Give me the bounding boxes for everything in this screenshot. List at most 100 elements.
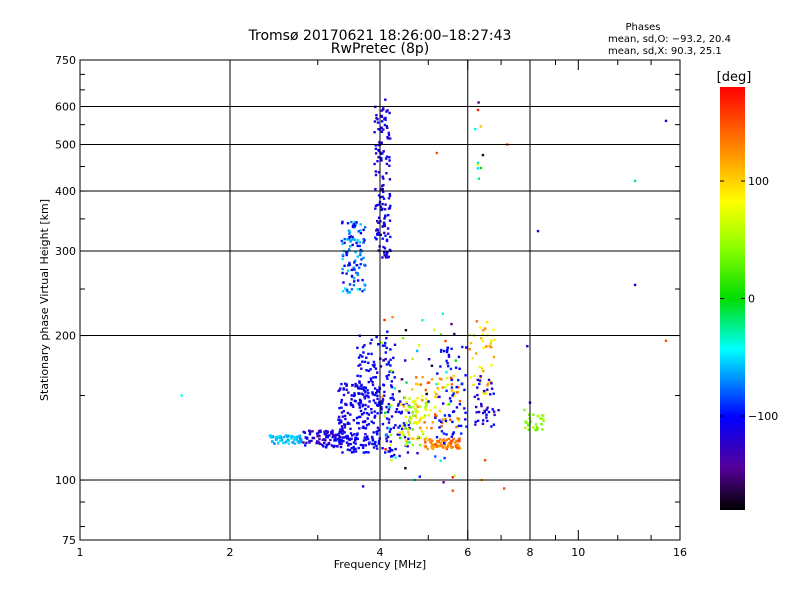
data-point bbox=[340, 239, 343, 243]
data-point bbox=[445, 438, 448, 441]
data-point bbox=[527, 428, 530, 431]
data-point bbox=[407, 437, 410, 441]
data-point bbox=[386, 410, 390, 414]
data-point bbox=[383, 415, 386, 418]
phase-stats: Phases mean, sd,O: −93.2, 20.4 mean, sd,… bbox=[608, 22, 731, 57]
data-point bbox=[373, 387, 377, 390]
data-point bbox=[379, 233, 382, 236]
data-point bbox=[393, 453, 396, 457]
data-point bbox=[383, 318, 386, 322]
data-point bbox=[332, 444, 336, 448]
data-point bbox=[486, 382, 490, 385]
data-point bbox=[447, 437, 451, 441]
data-point bbox=[427, 358, 431, 361]
data-point bbox=[464, 418, 467, 421]
data-point bbox=[369, 342, 372, 345]
data-point bbox=[373, 120, 377, 123]
data-point bbox=[404, 415, 407, 419]
data-point bbox=[411, 443, 414, 447]
data-point bbox=[453, 474, 457, 478]
data-point bbox=[633, 179, 637, 183]
data-point bbox=[380, 115, 384, 118]
data-point bbox=[273, 442, 276, 445]
data-point bbox=[352, 405, 355, 408]
data-point bbox=[373, 410, 376, 413]
data-point bbox=[349, 413, 352, 416]
data-point bbox=[381, 422, 385, 426]
data-point bbox=[417, 344, 421, 347]
data-point bbox=[421, 375, 424, 379]
data-point bbox=[328, 434, 331, 437]
data-point bbox=[445, 359, 448, 363]
data-point bbox=[401, 432, 404, 436]
data-point bbox=[375, 447, 379, 450]
data-point bbox=[338, 442, 341, 446]
data-point bbox=[452, 431, 455, 434]
data-point bbox=[360, 258, 363, 261]
data-point bbox=[357, 387, 360, 390]
data-point bbox=[384, 357, 387, 361]
data-point bbox=[454, 359, 457, 362]
data-point bbox=[451, 489, 454, 492]
data-point bbox=[341, 271, 344, 275]
data-point bbox=[387, 427, 390, 430]
data-point bbox=[418, 444, 422, 447]
data-point bbox=[413, 421, 416, 424]
data-point bbox=[456, 391, 459, 394]
data-point bbox=[450, 389, 453, 392]
data-point bbox=[376, 232, 379, 236]
data-point bbox=[358, 387, 361, 390]
data-point bbox=[376, 397, 379, 401]
data-point bbox=[298, 436, 302, 440]
data-point bbox=[412, 437, 415, 440]
data-point bbox=[282, 441, 285, 445]
data-point bbox=[180, 394, 183, 397]
data-point bbox=[363, 436, 366, 439]
data-point bbox=[363, 397, 367, 400]
data-point bbox=[345, 251, 348, 254]
data-point bbox=[376, 371, 379, 374]
data-point bbox=[484, 392, 488, 395]
data-point bbox=[383, 222, 386, 226]
data-point bbox=[331, 435, 334, 439]
data-point bbox=[478, 379, 482, 382]
data-point bbox=[457, 378, 460, 382]
data-point bbox=[451, 410, 455, 414]
data-point bbox=[279, 439, 282, 442]
data-point bbox=[475, 405, 478, 409]
data-point bbox=[446, 349, 449, 352]
data-point bbox=[358, 244, 361, 248]
data-point bbox=[315, 441, 318, 445]
data-point bbox=[448, 442, 451, 445]
data-point bbox=[331, 431, 334, 434]
data-point bbox=[384, 215, 387, 218]
data-point bbox=[439, 438, 442, 441]
data-point bbox=[485, 416, 488, 419]
data-point bbox=[382, 183, 385, 187]
data-point bbox=[353, 433, 356, 436]
data-point bbox=[298, 434, 302, 437]
data-point bbox=[374, 188, 377, 191]
data-point bbox=[421, 394, 424, 398]
data-point bbox=[369, 368, 372, 371]
data-point bbox=[441, 386, 444, 389]
data-point bbox=[330, 431, 333, 434]
data-point bbox=[437, 388, 440, 391]
data-point bbox=[348, 232, 351, 235]
data-point bbox=[456, 445, 460, 448]
data-point bbox=[381, 120, 384, 123]
data-point bbox=[347, 391, 350, 394]
data-point bbox=[377, 171, 381, 174]
data-point bbox=[430, 378, 434, 381]
data-point bbox=[364, 391, 367, 394]
data-point bbox=[469, 376, 472, 379]
data-point bbox=[449, 444, 452, 448]
data-point bbox=[300, 440, 303, 443]
data-point bbox=[384, 203, 387, 206]
data-point bbox=[391, 449, 394, 452]
data-point bbox=[338, 388, 341, 392]
data-point bbox=[352, 223, 356, 226]
data-point bbox=[329, 438, 332, 442]
data-point bbox=[480, 404, 483, 408]
data-point bbox=[397, 410, 400, 414]
